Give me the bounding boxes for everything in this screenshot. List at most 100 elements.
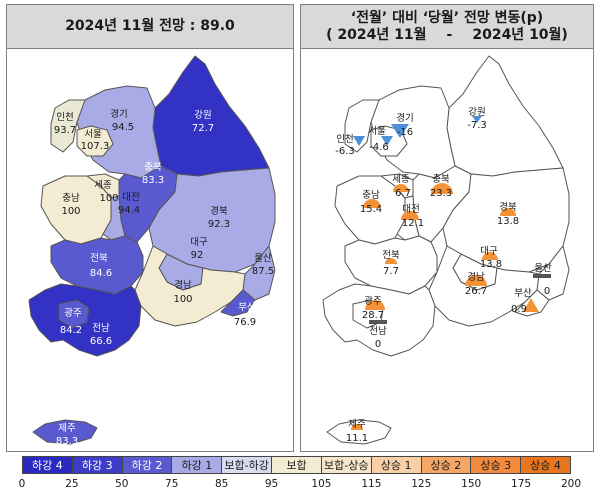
change-label-서울: 서울 (368, 126, 386, 137)
label-대구: 대구 (190, 237, 208, 248)
label-울산: 울산 (254, 253, 272, 264)
change-value-경북: 13.8 (497, 216, 519, 227)
marker-up-충북 (431, 183, 453, 194)
change-label-부산: 부산 (514, 288, 532, 299)
change-label-제주: 제주 (348, 419, 366, 430)
value-부산: 76.9 (234, 317, 256, 328)
change-label-울산: 울산 (534, 263, 552, 274)
label-전남: 전남 (92, 323, 110, 334)
change-label-전남: 전남 (369, 326, 387, 337)
value-세종: 100 (99, 193, 118, 204)
change-value-인천: -6.3 (335, 146, 355, 157)
change-labels: 인천 -6.3 서울 -4.6 경기 -16 강원 -7.3 세종 6.7 충남… (335, 107, 552, 444)
change-value-제주: 11.1 (346, 433, 368, 444)
region-부산[interactable] (220, 289, 256, 317)
change-panel-header: ‘전월’ 대비 ‘당월’ 전망 변동(p) ( 2024년 11월 - 2024… (301, 5, 593, 49)
marker-flat-전남 (369, 320, 387, 324)
change-subtitle: ( 2024년 11월 - 2024년 10월) (326, 27, 568, 44)
marker-up-광주 (365, 300, 385, 310)
legend-item: 하강 2 (122, 457, 173, 473)
change-panel: ‘전월’ 대비 ‘당월’ 전망 변동(p) ( 2024년 11월 - 2024… (300, 4, 594, 452)
legend-item: 하강 4 (23, 457, 73, 473)
change-value-세종: 6.7 (395, 188, 411, 199)
change-label-경기: 경기 (396, 112, 413, 124)
legend-item: 하강 1 (172, 457, 223, 473)
value-경남: 100 (173, 294, 192, 305)
change-label-경남: 경남 (467, 271, 485, 283)
label-충북: 충북 (144, 162, 162, 173)
change-subtitle-start: ( 2024년 11월 (326, 26, 427, 43)
marker-down-경기 (391, 124, 409, 138)
change-label-충남: 충남 (362, 190, 380, 201)
outline-제주[interactable] (326, 419, 392, 445)
marker-flat-울산 (533, 274, 551, 278)
region-서울[interactable] (76, 125, 114, 157)
label-광주: 광주 (64, 307, 82, 319)
change-label-세종: 세종 (392, 174, 410, 185)
marker-up-제주 (351, 424, 363, 430)
outline-전북[interactable] (344, 235, 438, 295)
change-label-대전: 대전 (402, 204, 419, 215)
marker-up-대구 (482, 252, 498, 260)
forecast-title: 2024년 11월 전망 : 89.0 (65, 18, 235, 34)
change-map: 인천 -6.3 서울 -4.6 경기 -16 강원 -7.3 세종 6.7 충남… (322, 55, 570, 445)
label-제주: 제주 (58, 423, 76, 434)
region-인천[interactable] (50, 99, 86, 153)
label-세종: 세종 (94, 180, 112, 191)
label-경북: 경북 (210, 205, 228, 217)
marker-down-강원 (472, 116, 482, 123)
region-전북[interactable] (50, 235, 144, 295)
change-value-충북: 23.3 (430, 188, 452, 199)
change-value-광주: 28.7 (362, 310, 384, 321)
legend-item: 보합 (272, 457, 322, 473)
marker-up-부산 (523, 298, 539, 312)
value-경북: 92.3 (208, 219, 230, 230)
label-경남: 경남 (174, 279, 192, 291)
change-label-충북: 충북 (432, 174, 450, 185)
value-충북: 83.3 (142, 175, 164, 186)
legend-tick: 105 (311, 478, 332, 490)
change-value-충남: 15.4 (360, 204, 382, 215)
legend-ticks: 0 25 50 75 85 95 105 115 125 150 175 200 (18, 478, 581, 494)
change-title: ‘전월’ 대비 ‘당월’ 전망 변동(p) (350, 9, 544, 26)
change-label-경북: 경북 (499, 201, 517, 213)
marker-down-서울 (381, 136, 393, 146)
legend-item: 상승 4 (521, 457, 570, 473)
label-대전: 대전 (122, 192, 139, 203)
legend-tick: 125 (411, 478, 432, 490)
change-value-대전: 12.1 (402, 218, 424, 229)
change-value-경기: -16 (397, 127, 413, 138)
region-광주[interactable] (58, 299, 90, 329)
value-대전: 94.4 (118, 205, 140, 216)
region-제주[interactable] (32, 419, 98, 445)
marker-up-경남 (465, 275, 487, 286)
region-경남[interactable] (134, 245, 246, 327)
legend-tick: 200 (560, 478, 582, 490)
marker-up-경북 (500, 208, 516, 216)
forecast-map: 인천 93.7 서울 107.3 경기 94.5 강원 72.7 세종 100 … (28, 55, 276, 447)
legend-tick: 75 (165, 478, 179, 490)
change-markers (351, 116, 551, 430)
marker-up-세종 (393, 184, 409, 192)
label-부산: 부산 (238, 302, 256, 313)
legend-tick: 50 (115, 478, 129, 490)
change-label-강원: 강원 (468, 107, 485, 118)
label-충남: 충남 (62, 193, 80, 204)
legend-item: 상승 2 (421, 457, 472, 473)
legend-tick: 95 (264, 478, 279, 490)
change-label-전북: 전북 (382, 250, 400, 261)
legend-item: 하강 3 (72, 457, 123, 473)
value-서울: 107.3 (81, 141, 110, 152)
outline-강원[interactable] (446, 55, 564, 177)
value-인천: 93.7 (54, 125, 76, 136)
change-label-인천: 인천 (336, 134, 353, 145)
outline-경남[interactable] (428, 245, 540, 327)
outline-인천[interactable] (344, 99, 380, 153)
legend-tick: 0 (18, 478, 26, 490)
legend-tick: 150 (461, 478, 482, 490)
value-전남: 66.6 (90, 336, 112, 347)
label-인천: 인천 (56, 112, 73, 123)
forecast-labels: 인천 93.7 서울 107.3 경기 94.5 강원 72.7 세종 100 … (54, 108, 274, 447)
legend-item: 보합-상승 (321, 457, 372, 473)
legend-tick: 85 (214, 478, 229, 490)
